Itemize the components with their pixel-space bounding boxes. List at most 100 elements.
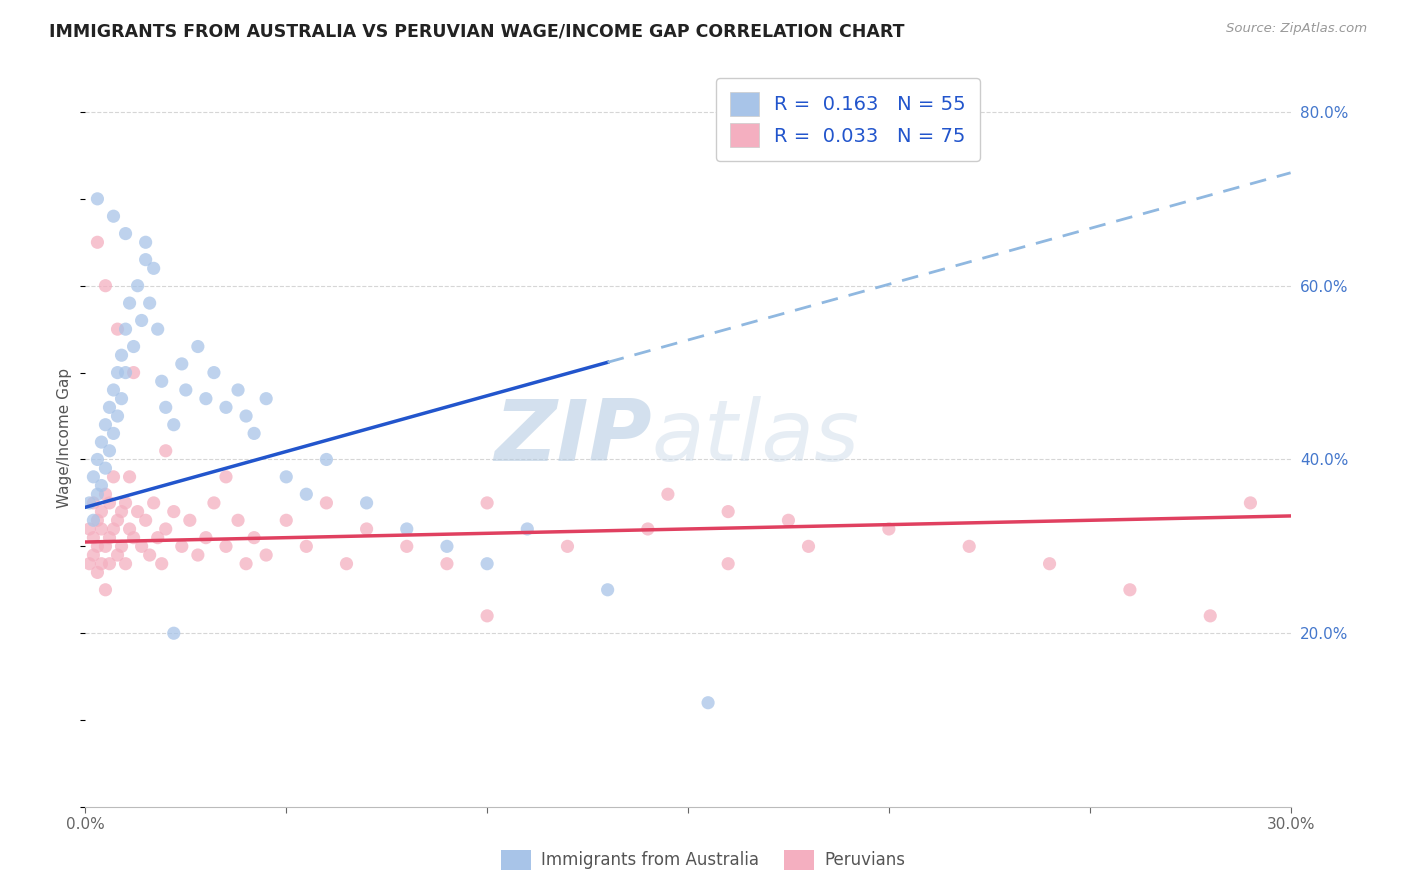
Point — [254, 548, 277, 562]
Point — [295, 487, 318, 501]
Point — [103, 426, 125, 441]
Point — [94, 461, 117, 475]
Text: Source: ZipAtlas.com: Source: ZipAtlas.com — [1226, 22, 1367, 36]
Point — [94, 539, 117, 553]
Point — [436, 539, 458, 553]
Point — [1119, 582, 1142, 597]
Point — [276, 470, 298, 484]
Point — [86, 487, 108, 501]
Point — [103, 209, 125, 223]
Point — [98, 401, 121, 415]
Point — [637, 522, 659, 536]
Point — [150, 557, 173, 571]
Y-axis label: Wage/Income Gap: Wage/Income Gap — [58, 368, 72, 508]
Point — [215, 401, 238, 415]
Point — [98, 443, 121, 458]
Point — [103, 383, 125, 397]
Point — [179, 513, 201, 527]
Point — [155, 401, 177, 415]
Point — [110, 539, 132, 553]
Point — [110, 505, 132, 519]
Point — [107, 366, 129, 380]
Point — [90, 557, 112, 571]
Point — [516, 522, 538, 536]
Point — [107, 409, 129, 423]
Point — [150, 374, 173, 388]
Point — [356, 496, 378, 510]
Point — [118, 522, 141, 536]
Point — [135, 513, 157, 527]
Point — [94, 417, 117, 432]
Point — [82, 531, 104, 545]
Point — [187, 339, 209, 353]
Point — [86, 539, 108, 553]
Point — [315, 496, 337, 510]
Point — [98, 531, 121, 545]
Point — [142, 496, 165, 510]
Point — [163, 417, 186, 432]
Point — [1038, 557, 1060, 571]
Point — [877, 522, 900, 536]
Point — [122, 531, 145, 545]
Point — [475, 496, 498, 510]
Point — [135, 235, 157, 250]
Point — [86, 452, 108, 467]
Point — [170, 539, 193, 553]
Point — [118, 470, 141, 484]
Point — [187, 548, 209, 562]
Point — [475, 608, 498, 623]
Point — [170, 357, 193, 371]
Point — [79, 496, 101, 510]
Point — [1239, 496, 1261, 510]
Point — [138, 296, 160, 310]
Point — [107, 513, 129, 527]
Point — [596, 582, 619, 597]
Point — [82, 496, 104, 510]
Point — [697, 696, 720, 710]
Point — [146, 531, 169, 545]
Point — [202, 366, 225, 380]
Point — [243, 426, 266, 441]
Point — [797, 539, 820, 553]
Point — [194, 392, 217, 406]
Point — [114, 557, 136, 571]
Point — [86, 566, 108, 580]
Text: ZIP: ZIP — [494, 396, 652, 479]
Point — [174, 383, 197, 397]
Point — [146, 322, 169, 336]
Point — [717, 557, 740, 571]
Point — [436, 557, 458, 571]
Point — [235, 557, 257, 571]
Point — [276, 513, 298, 527]
Point — [103, 470, 125, 484]
Point — [79, 557, 101, 571]
Point — [127, 505, 149, 519]
Point — [107, 548, 129, 562]
Point — [142, 261, 165, 276]
Point — [98, 496, 121, 510]
Point — [163, 505, 186, 519]
Point — [114, 366, 136, 380]
Point — [131, 313, 153, 327]
Point — [657, 487, 679, 501]
Point — [122, 339, 145, 353]
Point — [557, 539, 579, 553]
Point — [475, 557, 498, 571]
Point — [131, 539, 153, 553]
Point — [138, 548, 160, 562]
Point — [86, 192, 108, 206]
Point — [155, 522, 177, 536]
Point — [82, 548, 104, 562]
Point — [79, 522, 101, 536]
Point — [226, 513, 249, 527]
Legend: Immigrants from Australia, Peruvians: Immigrants from Australia, Peruvians — [495, 843, 911, 877]
Point — [94, 487, 117, 501]
Point — [90, 522, 112, 536]
Point — [114, 322, 136, 336]
Point — [94, 278, 117, 293]
Point — [215, 539, 238, 553]
Point — [103, 522, 125, 536]
Point — [118, 296, 141, 310]
Point — [82, 513, 104, 527]
Text: atlas: atlas — [652, 396, 860, 479]
